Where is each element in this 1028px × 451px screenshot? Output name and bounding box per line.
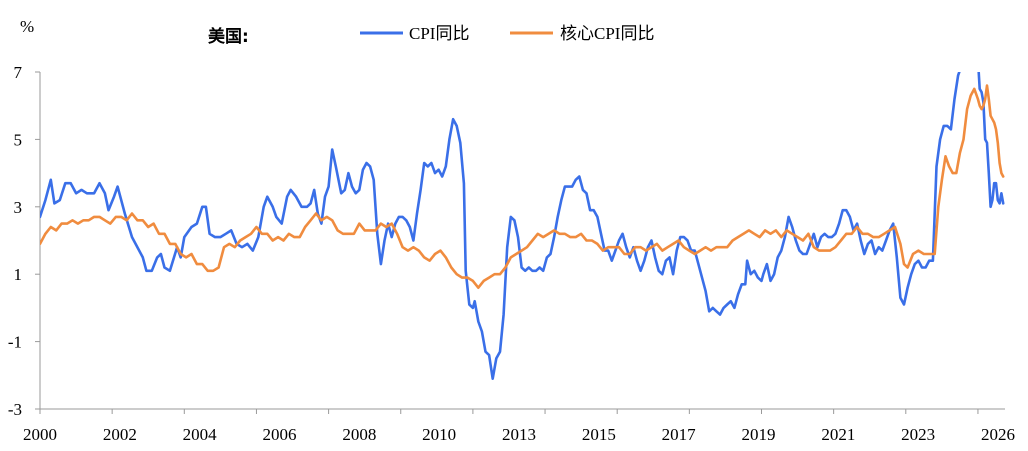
x-tick-label: 2013 [502,425,536,444]
x-tick-label: 2017 [662,425,697,444]
chart-title: 美国: [208,26,249,47]
axes [39,72,1005,410]
y-tick-label: -1 [8,333,22,352]
y-tick-label: 5 [14,130,23,149]
y-tick-label: -3 [8,400,22,419]
legend-label-core-cpi: 核心CPI同比 [560,24,654,43]
y-tick-label: 7 [14,63,23,82]
y-axis-unit-label: % [20,17,34,36]
series-line-cpi [40,72,1005,380]
legend-label-cpi: CPI同比 [409,24,469,43]
x-tick-label: 2010 [422,425,456,444]
x-tick-label: 2004 [183,425,218,444]
x-axis-ticks: 2000 2002 2004 2006 2008 2010 2013 2015 2017 2019… [23,409,1015,444]
y-tick-label: 1 [14,265,23,284]
x-tick-label: 2008 [342,425,376,444]
x-tick-label: 2000 [23,425,57,444]
x-tick-label: 2006 [263,425,297,444]
plot-area [40,72,1005,380]
x-tick-label: 2026 [981,425,1015,444]
x-tick-label: 2019 [742,425,776,444]
series-line-core-cpi [40,84,1005,289]
y-tick-label: 3 [14,198,23,217]
x-tick-label: 2015 [582,425,616,444]
y-axis-ticks: 7 5 3 1 -1 -3 [8,63,40,419]
legend: CPI同比 核心CPI同比 [360,24,654,43]
x-tick-label: 2021 [821,425,855,444]
x-tick-label: 2002 [103,425,137,444]
x-tick-label: 2023 [901,425,935,444]
